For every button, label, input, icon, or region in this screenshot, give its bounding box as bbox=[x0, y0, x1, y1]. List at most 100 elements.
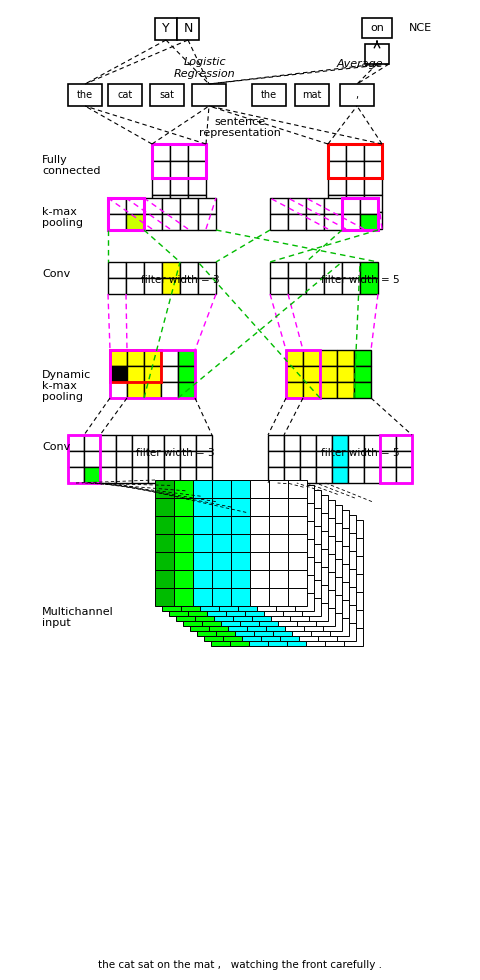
Bar bbox=[193, 588, 212, 606]
Bar bbox=[300, 435, 316, 451]
Bar bbox=[380, 435, 412, 483]
Bar bbox=[216, 618, 235, 636]
Bar bbox=[311, 546, 330, 564]
Bar bbox=[228, 523, 247, 541]
Bar bbox=[100, 435, 116, 451]
Bar bbox=[183, 500, 202, 518]
Bar bbox=[309, 531, 328, 549]
Bar bbox=[273, 600, 292, 618]
Bar bbox=[242, 587, 261, 605]
Bar bbox=[247, 613, 266, 631]
Bar bbox=[235, 510, 254, 528]
Bar bbox=[252, 84, 286, 106]
Bar bbox=[302, 526, 321, 544]
Bar bbox=[202, 572, 221, 590]
Bar bbox=[212, 534, 231, 552]
Bar bbox=[324, 278, 342, 294]
Bar bbox=[170, 195, 188, 212]
Bar bbox=[273, 582, 292, 600]
Bar bbox=[330, 510, 349, 528]
Bar bbox=[144, 214, 162, 230]
Bar bbox=[306, 556, 325, 574]
Bar bbox=[162, 539, 181, 557]
Bar bbox=[68, 435, 84, 451]
Bar bbox=[324, 262, 342, 278]
Bar bbox=[311, 528, 330, 546]
Bar bbox=[221, 500, 240, 518]
Bar bbox=[302, 562, 321, 580]
Bar bbox=[68, 84, 102, 106]
Bar bbox=[209, 559, 228, 577]
Bar bbox=[261, 551, 280, 569]
Bar bbox=[152, 178, 170, 195]
Bar bbox=[126, 198, 144, 214]
Bar bbox=[183, 572, 202, 590]
Bar bbox=[269, 570, 288, 588]
Bar bbox=[311, 564, 330, 582]
Bar bbox=[212, 552, 231, 570]
Bar bbox=[240, 536, 259, 554]
Bar bbox=[288, 516, 307, 534]
Bar bbox=[288, 498, 307, 516]
Bar bbox=[250, 570, 269, 588]
Bar bbox=[261, 515, 280, 533]
Bar bbox=[302, 580, 321, 598]
Bar bbox=[214, 603, 233, 621]
Bar bbox=[216, 600, 235, 618]
Bar bbox=[161, 350, 178, 366]
Bar bbox=[223, 551, 242, 569]
Text: pooling: pooling bbox=[42, 218, 83, 228]
Bar bbox=[304, 523, 323, 541]
Bar bbox=[264, 580, 283, 598]
Bar bbox=[346, 195, 364, 212]
Bar bbox=[181, 503, 200, 521]
Bar bbox=[183, 518, 202, 536]
Bar bbox=[204, 587, 223, 605]
Bar bbox=[238, 485, 257, 503]
Bar bbox=[169, 544, 188, 562]
Bar bbox=[325, 538, 344, 556]
Bar bbox=[261, 569, 280, 587]
Bar bbox=[276, 503, 295, 521]
Text: connected: connected bbox=[42, 166, 100, 176]
Bar bbox=[292, 546, 311, 564]
Bar bbox=[257, 503, 276, 521]
Bar bbox=[261, 587, 280, 605]
Bar bbox=[323, 595, 342, 613]
Text: Average: Average bbox=[336, 59, 384, 69]
Bar bbox=[193, 480, 212, 498]
Bar bbox=[152, 144, 170, 161]
Bar bbox=[108, 214, 126, 230]
Bar bbox=[211, 574, 230, 592]
Bar bbox=[195, 495, 214, 513]
Bar bbox=[228, 595, 247, 613]
Bar bbox=[292, 600, 311, 618]
Bar bbox=[285, 595, 304, 613]
Bar bbox=[116, 451, 132, 467]
Bar bbox=[360, 262, 378, 278]
Bar bbox=[235, 582, 254, 600]
Bar bbox=[292, 564, 311, 582]
Bar bbox=[219, 593, 238, 611]
Bar bbox=[273, 546, 292, 564]
Bar bbox=[240, 608, 259, 626]
Bar bbox=[254, 510, 273, 528]
Bar bbox=[223, 587, 242, 605]
Bar bbox=[202, 608, 221, 626]
Bar bbox=[299, 569, 318, 587]
Text: sat: sat bbox=[159, 90, 175, 100]
Bar bbox=[344, 592, 363, 610]
Bar bbox=[108, 84, 142, 106]
Bar bbox=[396, 451, 412, 467]
Bar bbox=[332, 435, 348, 451]
Bar bbox=[174, 570, 193, 588]
Bar bbox=[284, 435, 300, 451]
Bar bbox=[283, 508, 302, 526]
Bar bbox=[188, 144, 206, 161]
Bar bbox=[271, 495, 290, 513]
Bar bbox=[364, 161, 382, 178]
Bar bbox=[280, 587, 299, 605]
Bar bbox=[155, 18, 177, 40]
Bar bbox=[226, 598, 245, 616]
Bar bbox=[174, 552, 193, 570]
